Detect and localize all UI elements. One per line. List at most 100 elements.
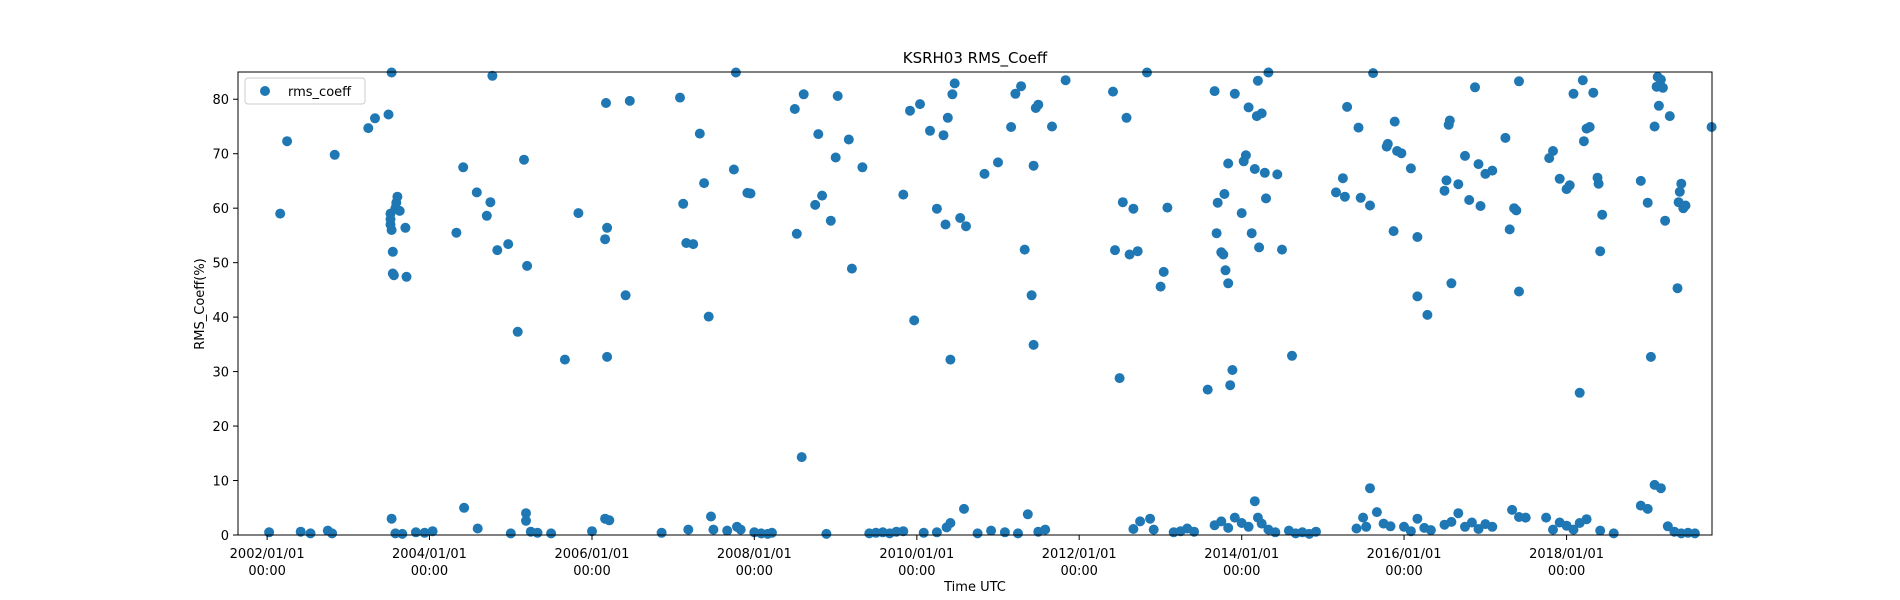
data-point (546, 528, 557, 539)
data-point (1013, 528, 1023, 539)
data-point (1664, 111, 1675, 122)
data-point (519, 154, 529, 165)
data-point (1135, 516, 1146, 527)
data-point (1128, 203, 1139, 214)
data-point (961, 221, 971, 232)
data-point (1608, 528, 1619, 539)
data-point (1212, 197, 1223, 208)
data-point (1514, 76, 1524, 87)
data-point (1660, 215, 1671, 226)
data-point (1351, 523, 1362, 534)
data-point (370, 113, 380, 124)
data-point (843, 134, 854, 145)
x-tick-label-time: 00:00 (1548, 564, 1585, 579)
data-point (1040, 524, 1051, 535)
data-point (1595, 246, 1606, 257)
data-point (1473, 524, 1484, 534)
data-point (505, 528, 516, 539)
data-point (1016, 81, 1027, 92)
x-tick-label: 2006/01/01 (555, 547, 630, 562)
data-point (521, 515, 531, 526)
data-point (1132, 246, 1143, 257)
data-point (1439, 185, 1450, 196)
data-point (1028, 339, 1039, 350)
data-point (1578, 136, 1589, 147)
data-point (1223, 522, 1234, 533)
data-point (832, 91, 843, 101)
data-point (602, 222, 613, 233)
data-point (400, 222, 411, 233)
x-axis: 2002/01/01 00:00 2004/01/01 00:00 2006/01/01… (230, 535, 1604, 579)
data-point (931, 527, 942, 538)
data-point (945, 518, 956, 528)
y-tick-label: 80 (212, 93, 229, 108)
data-point (1337, 173, 1348, 184)
y-axis: 0 10 20 30 40 50 60 70 80 (212, 93, 238, 544)
data-point (1453, 508, 1464, 519)
data-point (1006, 122, 1017, 132)
data-point (604, 515, 615, 526)
data-point (458, 162, 469, 173)
data-point (1358, 512, 1369, 523)
data-point (1339, 191, 1350, 202)
data-point (1672, 283, 1683, 294)
data-point (1022, 509, 1033, 520)
x-tick-label: 2002/01/01 (230, 547, 305, 562)
data-point (1365, 483, 1375, 494)
data-point (1010, 88, 1021, 99)
data-point (472, 523, 483, 534)
data-point (830, 152, 841, 163)
data-point (492, 245, 503, 256)
data-point (394, 205, 405, 216)
chart-title: KSRH03 RMS_Coeff (903, 49, 1048, 68)
data-point (1412, 513, 1423, 524)
data-point (942, 112, 953, 123)
data-point (1368, 68, 1379, 79)
data-point (383, 109, 394, 120)
data-point (1405, 526, 1416, 537)
x-tick-label: 2012/01/01 (1042, 547, 1117, 562)
data-point (688, 239, 699, 250)
data-point (1470, 82, 1480, 93)
data-point (1520, 512, 1531, 523)
data-point (931, 203, 942, 214)
data-point (1649, 121, 1660, 132)
data-point (1249, 496, 1260, 507)
data-point (898, 526, 909, 537)
data-point (1117, 197, 1128, 208)
data-point (1249, 164, 1260, 174)
data-point (703, 311, 714, 322)
data-point (708, 524, 719, 535)
data-point (706, 511, 716, 522)
data-point (1124, 249, 1135, 260)
data-point (512, 326, 523, 337)
data-point (363, 123, 374, 134)
y-tick-label: 50 (212, 257, 229, 272)
data-point (1564, 180, 1575, 191)
data-point (1425, 525, 1436, 536)
data-point (487, 70, 498, 81)
y-tick-label: 10 (212, 475, 229, 490)
y-tick-label: 40 (212, 311, 229, 326)
data-point (1473, 159, 1484, 170)
data-point (1243, 521, 1254, 532)
data-point (451, 227, 462, 238)
data-point (986, 525, 997, 536)
data-point (1475, 201, 1486, 211)
data-point (993, 157, 1003, 168)
legend-label-rms-coeff: rms_coeff (288, 85, 352, 100)
data-point (766, 527, 777, 538)
data-point (1243, 102, 1254, 113)
data-point (1148, 524, 1159, 535)
data-point (1487, 165, 1498, 176)
data-point (1216, 516, 1227, 527)
data-point (1464, 195, 1475, 205)
data-point (1361, 521, 1372, 532)
data-point (329, 149, 340, 160)
data-point (722, 525, 733, 536)
data-point (1389, 116, 1400, 127)
data-point (388, 270, 399, 281)
legend: rms_coeff (244, 77, 366, 105)
data-point (1229, 512, 1240, 523)
data-point (940, 219, 951, 230)
